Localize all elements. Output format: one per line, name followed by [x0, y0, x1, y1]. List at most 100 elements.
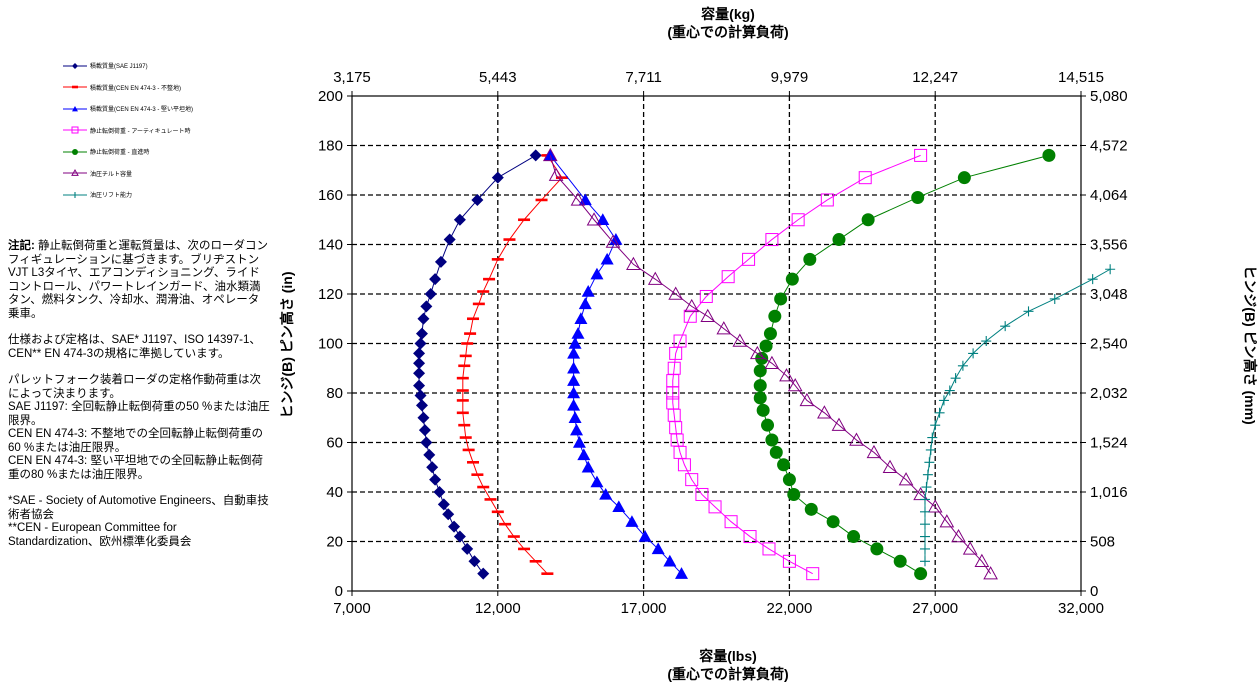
- data-point: [925, 444, 936, 455]
- data-point: [491, 510, 504, 514]
- note-box: 注記: 静止転倒荷重と運転質量は、次のローダコンフィギュレーションに基づきます。…: [8, 240, 270, 562]
- data-point: [1087, 274, 1098, 285]
- data-point: [567, 386, 581, 399]
- series-7: [919, 264, 1116, 567]
- data-point: [768, 309, 782, 323]
- data-point: [543, 148, 557, 161]
- legend-label: 油圧チルト容量: [90, 171, 133, 178]
- x2-tick-label: 3,175: [333, 69, 371, 86]
- data-point: [893, 554, 907, 568]
- data-point: [581, 460, 595, 473]
- series-2: [456, 154, 568, 575]
- legend-swatch-marker: [72, 105, 78, 112]
- data-point: [934, 407, 945, 418]
- legend-item: 積載質量(CEN EN 474-3 - 堅い平坦地): [62, 98, 193, 120]
- legend-swatch: [63, 148, 87, 155]
- legend-swatch: [63, 191, 87, 198]
- data-point: [491, 258, 504, 261]
- data-point: [826, 515, 840, 529]
- y2-tick-label: 1,524: [1090, 435, 1128, 452]
- data-point: [1042, 148, 1056, 162]
- data-point: [756, 403, 770, 417]
- data-point: [1000, 321, 1011, 332]
- data-point: [764, 355, 780, 369]
- y-tick-label: 40: [326, 484, 343, 501]
- data-point: [983, 566, 998, 580]
- data-point: [605, 234, 621, 248]
- data-point: [586, 212, 602, 226]
- series-4: [666, 148, 928, 581]
- data-point: [774, 292, 788, 306]
- data-point: [437, 498, 450, 511]
- y-tick-label: 100: [318, 336, 343, 353]
- data-point: [413, 347, 426, 360]
- data-point: [753, 379, 767, 393]
- legend-label: 油圧リフト能力: [90, 193, 133, 200]
- data-point: [599, 487, 613, 500]
- data-point: [518, 547, 531, 551]
- data-point: [716, 321, 732, 335]
- note-para3-line: CEN EN 474-3: 不整地での全回転静止転倒荷重の60 %または油圧限界…: [8, 428, 263, 454]
- data-point: [777, 458, 791, 472]
- y-tick-label: 20: [326, 534, 343, 551]
- data-point: [753, 391, 767, 405]
- x-tick-label: 7,000: [333, 600, 371, 617]
- data-point: [499, 522, 512, 526]
- data-point: [700, 308, 716, 322]
- data-point: [456, 399, 469, 402]
- y-tick-label: 80: [326, 385, 343, 402]
- legend-item: 油圧チルト容量: [62, 163, 193, 185]
- y2-tick-label: 3,556: [1090, 237, 1128, 254]
- data-point: [791, 213, 805, 227]
- data-point: [957, 360, 968, 371]
- data-point: [429, 473, 442, 486]
- y2-tick-label: 0: [1090, 583, 1098, 600]
- data-point: [882, 459, 898, 473]
- data-point: [651, 542, 665, 555]
- data-point: [927, 499, 943, 513]
- data-point: [414, 389, 427, 402]
- data-point: [472, 302, 485, 306]
- note-para3-line: パレットフォーク装着ローダの定格作動荷重は次によって決まります。: [8, 374, 261, 400]
- data-point: [567, 361, 581, 374]
- data-point: [477, 485, 490, 489]
- data-point: [914, 567, 928, 581]
- series-1: [413, 149, 542, 580]
- series-5: [753, 148, 1056, 581]
- legend-item: 積載質量(SAE J1197): [62, 55, 193, 77]
- x2-tick-label: 5,443: [479, 69, 517, 86]
- data-point: [413, 357, 426, 370]
- data-point: [749, 345, 765, 360]
- legend-swatch-marker: [72, 62, 78, 69]
- data-point: [673, 334, 687, 348]
- data-point: [820, 193, 834, 207]
- legend-swatch-marker: [71, 126, 79, 134]
- series-line: [462, 155, 563, 575]
- data-point: [870, 542, 884, 556]
- data-point: [695, 487, 709, 501]
- data-point: [732, 333, 748, 347]
- data-point: [541, 572, 554, 575]
- data-point: [683, 309, 697, 323]
- y-axis-title: ヒンジ(B) ピン高さ (in): [279, 272, 295, 419]
- x-tick-label: 12,000: [475, 600, 521, 617]
- legend-swatch-marker: [72, 148, 78, 155]
- legend-label: 積載質量(CEN EN 474-3 - 不整地): [90, 85, 182, 92]
- grid: [352, 96, 1081, 591]
- data-point: [461, 542, 474, 555]
- axes-labels: 7,000 12,000 17,000 22,000 27,000 32,000 3,175…: [318, 69, 1128, 617]
- data-point: [699, 289, 713, 303]
- data-point: [459, 436, 472, 439]
- data-point: [861, 213, 875, 227]
- data-point: [866, 444, 882, 459]
- data-point: [785, 272, 799, 286]
- data-point: [742, 252, 756, 266]
- legend-swatch: [63, 126, 87, 134]
- data-point: [453, 530, 466, 543]
- data-point: [930, 420, 941, 431]
- x2-axis-subtitle: (重心での計算負荷): [667, 24, 788, 40]
- data-point: [1105, 264, 1116, 275]
- data-point: [779, 368, 794, 382]
- data-point: [459, 354, 472, 358]
- data-point: [456, 411, 469, 415]
